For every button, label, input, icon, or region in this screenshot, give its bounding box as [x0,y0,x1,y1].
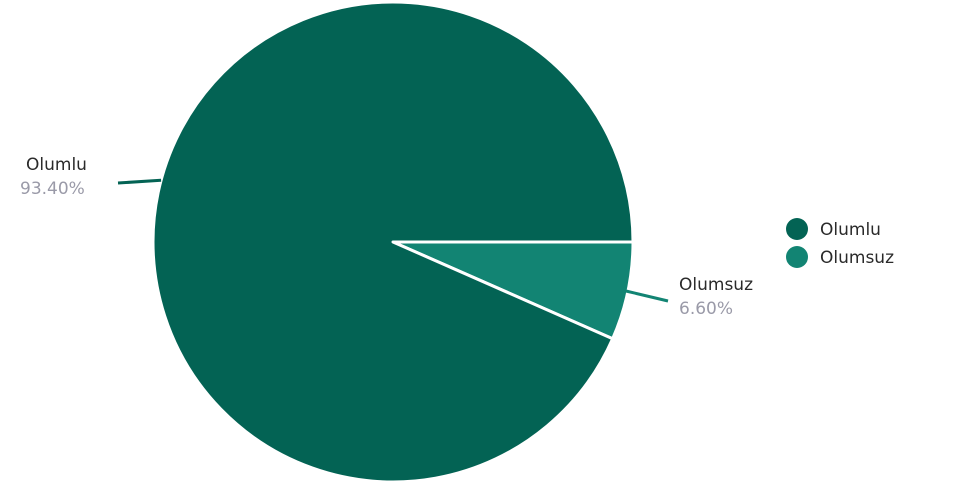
pie-slice-olumlu[interactable] [151,0,635,484]
slice-label-value-olumsuz: 6.60% [679,299,733,319]
legend: Olumlu Olumsuz [786,218,894,268]
slice-label-olumsuz: Olumsuz 6.60% [679,275,753,319]
label-leader-lines [117,178,669,303]
legend-marker-olumlu [786,218,808,240]
slice-label-olumlu: Olumlu 93.40% [20,155,87,199]
legend-item-olumlu[interactable]: Olumlu [786,218,881,240]
leader-line-olumsuz [625,289,669,303]
legend-item-olumsuz[interactable]: Olumsuz [786,246,894,268]
legend-label-olumlu: Olumlu [820,220,881,240]
slice-label-value-olumlu: 93.40% [20,179,85,199]
leader-line-olumlu [117,178,162,185]
legend-label-olumsuz: Olumsuz [820,248,894,268]
legend-marker-olumsuz [786,246,808,268]
pie-slices [151,0,635,484]
slice-label-name-olumlu: Olumlu [26,155,87,175]
slice-label-name-olumsuz: Olumsuz [679,275,753,295]
